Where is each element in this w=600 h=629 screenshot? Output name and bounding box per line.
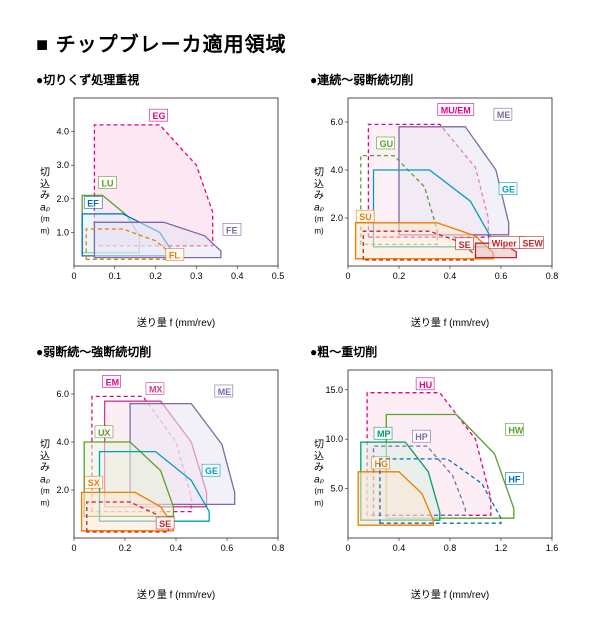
svg-text:0.4: 0.4 — [444, 271, 457, 281]
svg-text:4.0: 4.0 — [330, 165, 343, 175]
svg-text:0.8: 0.8 — [272, 543, 285, 553]
xlabel-3: 送り量 f (mm/rev) — [310, 586, 560, 601]
panel-3-title: ●粗〜重切削 — [310, 343, 560, 360]
svg-text:0.6: 0.6 — [495, 271, 508, 281]
svg-text:2.0: 2.0 — [56, 194, 69, 204]
svg-text:15.0: 15.0 — [325, 385, 343, 395]
svg-text:0: 0 — [345, 271, 350, 281]
ylabel-3: 切込みaₚ(mm) — [312, 440, 326, 509]
svg-text:0.4: 0.4 — [170, 543, 183, 553]
chart-3: 00.40.81.21.65.010.015.0HUHWMPHPHGHF — [310, 364, 560, 562]
panel-2: ●弱断続〜強断続切削 切込みaₚ(mm) 0 0.2 0.4 0.6 0.8 2.0 4.0… — [36, 343, 286, 601]
svg-text:6.0: 6.0 — [330, 117, 343, 127]
svg-text:5.0: 5.0 — [330, 484, 343, 494]
svg-text:4.0: 4.0 — [56, 437, 69, 447]
svg-text:4.0: 4.0 — [56, 127, 69, 137]
xlabel-2: 送り量 f (mm/rev) — [36, 586, 286, 601]
svg-text:0.5: 0.5 — [272, 271, 285, 281]
chart-grid: ●切りくず処理重視 切込みaₚ(mm) 0 0.1 0.2 0.3 0.4 0.5 1.0 2… — [36, 71, 564, 601]
svg-text:6.0: 6.0 — [56, 389, 69, 399]
svg-text:1.2: 1.2 — [495, 543, 508, 553]
chart-2: 00.20.40.60.82.04.06.0EMMXMEUXGESXSE — [36, 364, 286, 562]
svg-text:0.6: 0.6 — [221, 543, 234, 553]
ylabel-2: 切込みaₚ(mm) — [38, 440, 52, 509]
panel-1-title: ●連続〜弱断続切削 — [310, 71, 560, 88]
svg-text:0.2: 0.2 — [393, 271, 406, 281]
panel-0: ●切りくず処理重視 切込みaₚ(mm) 0 0.1 0.2 0.3 0.4 0.5 1.0 2… — [36, 71, 286, 329]
svg-text:0.8: 0.8 — [444, 543, 457, 553]
svg-text:0: 0 — [71, 543, 76, 553]
xlabel-0: 送り量 f (mm/rev) — [36, 314, 286, 329]
svg-text:1.6: 1.6 — [546, 543, 559, 553]
svg-text:0.3: 0.3 — [190, 271, 203, 281]
svg-text:2.0: 2.0 — [330, 213, 343, 223]
svg-text:0.4: 0.4 — [231, 271, 244, 281]
svg-text:0.4: 0.4 — [393, 543, 406, 553]
svg-text:0.1: 0.1 — [109, 271, 122, 281]
panel-2-title: ●弱断続〜強断続切削 — [36, 343, 286, 360]
svg-text:0.8: 0.8 — [546, 271, 559, 281]
chart-1: 00.20.40.60.82.04.06.0MU/EMMEGUGESUSEWip… — [310, 92, 560, 290]
panel-1: ●連続〜弱断続切削 切込みaₚ(mm) 0 0.2 0.4 0.6 0.8 2.0 4.0 6… — [310, 71, 560, 329]
svg-text:10.0: 10.0 — [325, 434, 343, 444]
main-title: ■ チップブレーカ適用領域 — [36, 28, 564, 57]
svg-text:2.0: 2.0 — [56, 485, 69, 495]
svg-text:0.2: 0.2 — [149, 271, 162, 281]
ylabel-1: 切込みaₚ(mm) — [312, 168, 326, 237]
svg-text:0: 0 — [345, 543, 350, 553]
ylabel-0: 切込みaₚ(mm) — [38, 168, 52, 237]
chart-0: 00.10.20.30.40.51.02.03.04.0EGLUEFFEFL — [36, 92, 286, 290]
svg-text:0.2: 0.2 — [119, 543, 132, 553]
panel-3: ●粗〜重切削 切込みaₚ(mm) 0 0.4 0.8 1.2 1.6 5.0 10.0 15.… — [310, 343, 560, 601]
svg-text:3.0: 3.0 — [56, 160, 69, 170]
svg-text:0: 0 — [71, 271, 76, 281]
xlabel-1: 送り量 f (mm/rev) — [310, 314, 560, 329]
svg-text:1.0: 1.0 — [56, 227, 69, 237]
panel-0-title: ●切りくず処理重視 — [36, 71, 286, 88]
